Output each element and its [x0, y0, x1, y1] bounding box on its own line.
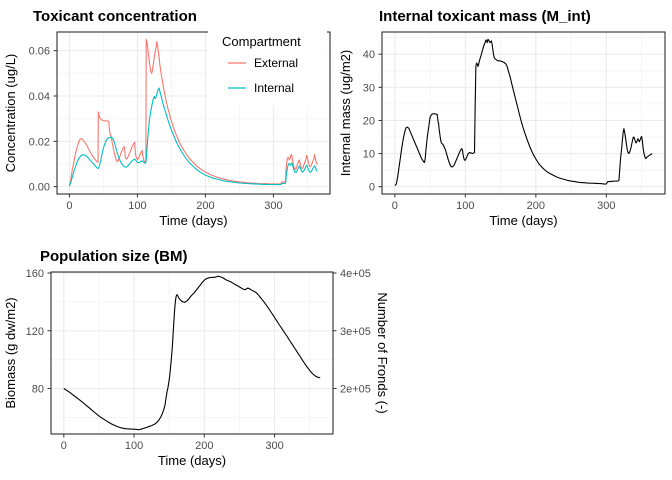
y-axis-title: Biomass (g dw/m2) [3, 297, 18, 408]
x-tick-label: 200 [196, 200, 214, 212]
y-tick-label: 30 [363, 82, 375, 94]
axis-labels: 0 100 200 300 0 10 20 30 40 [363, 49, 616, 212]
axis-labels: 0 100 200 300 0.00 0.02 0.04 0.06 [29, 46, 283, 212]
plot-title: Toxicant concentration [33, 8, 197, 25]
chart-toxicant-concentration: 0 100 200 300 0.00 0.02 0.04 0.06 Time (days) Con… [0, 0, 336, 240]
y2-axis-title: Number of Fronds (-) [375, 292, 390, 413]
series-line-external [68, 38, 318, 186]
x-axis-title: Time (days) [159, 213, 227, 228]
x-tick-label: 100 [456, 200, 474, 212]
y-tick-label: 20 [363, 115, 375, 127]
y2-tick-label: 3e+05 [340, 326, 371, 338]
y-tick-label: 40 [363, 49, 375, 61]
y-tick-label: 0.06 [29, 46, 50, 58]
legend-label-external: External [254, 56, 298, 70]
y-axis-title: Concentration (ug/L) [3, 54, 18, 173]
panel-border [50, 271, 334, 435]
y-tick-label: 160 [26, 268, 44, 280]
x-tick-label: 200 [195, 440, 213, 452]
legend-background [208, 29, 327, 106]
x-tick-label: 300 [265, 440, 283, 452]
x-tick-label: 200 [527, 200, 545, 212]
x-tick-label: 0 [392, 200, 398, 212]
chart-internal-toxicant-mass: 0 100 200 300 0 10 20 30 40 Time (days) Internal m… [336, 0, 672, 240]
x-tick-label: 300 [264, 200, 282, 212]
series-line-m_int [394, 38, 653, 187]
x-axis-title: Time (days) [489, 213, 557, 228]
panel-border [381, 31, 666, 195]
y-tick-label: 120 [26, 326, 44, 338]
x-axis-title: Time (days) [158, 453, 226, 468]
y-tick-label: 0.04 [29, 91, 50, 103]
panel-border [56, 31, 331, 195]
y-tick-label: 10 [363, 149, 375, 161]
x-tick-label: 100 [125, 440, 143, 452]
gridlines [382, 32, 665, 194]
gridlines [51, 272, 333, 434]
y2-tick-label: 4e+05 [340, 268, 371, 280]
plot-title: Population size (BM) [40, 248, 188, 265]
series-line-internal [68, 87, 318, 187]
y2-tick-label: 2e+05 [340, 384, 371, 396]
x-tick-label: 300 [597, 200, 615, 212]
x-tick-label: 100 [128, 200, 146, 212]
series-line-bm [63, 275, 321, 431]
y-tick-label: 0.02 [29, 136, 50, 148]
y-tick-label: 0 [369, 182, 375, 194]
legend-label-internal: Internal [254, 81, 294, 95]
y-axis-title: Internal mass (ug/m2) [338, 50, 353, 176]
axis-labels: 0 100 200 300 80 2e+05 120 3e+05 160 4e+05 [26, 268, 371, 452]
y-tick-label: 0.00 [29, 182, 50, 194]
legend: Compartment External Internal [208, 29, 327, 106]
plot-title: Internal toxicant mass (M_int) [379, 8, 591, 25]
x-tick-label: 0 [66, 200, 72, 212]
x-tick-label: 0 [61, 440, 67, 452]
chart-population-size: 0 100 200 300 80 2e+05 120 3e+05 160 4e+05 Time (d… [0, 240, 392, 480]
legend-title: Compartment [222, 34, 301, 49]
y-tick-label: 80 [32, 384, 44, 396]
